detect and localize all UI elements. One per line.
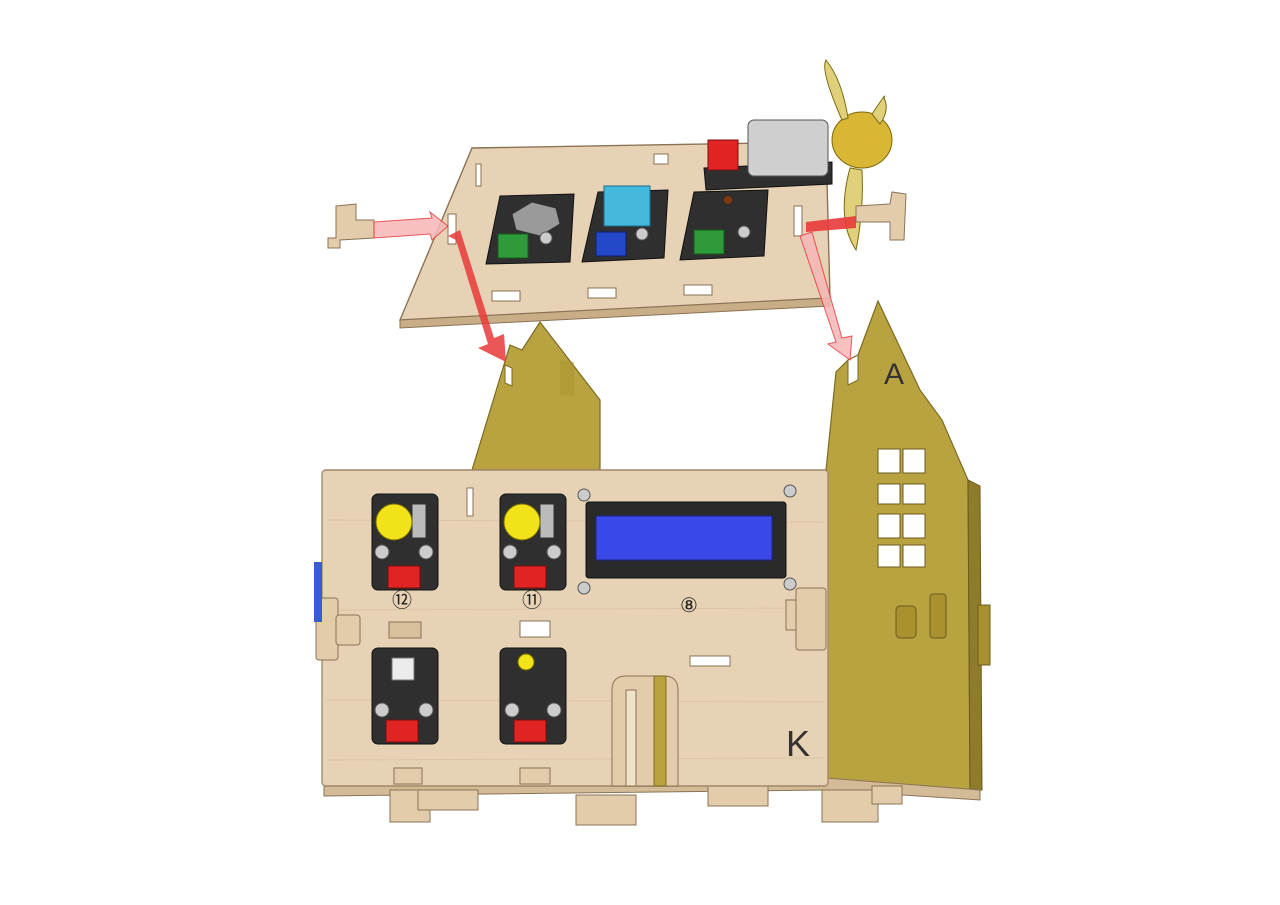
- button-module-right: ⑪: [499, 493, 567, 612]
- assembly-arrows: [373, 210, 856, 362]
- led-module: [499, 647, 567, 745]
- push-button-icon: [375, 503, 413, 541]
- humidity-sensor-icon: [603, 185, 651, 227]
- lcd-display-icon: [595, 515, 773, 561]
- gable-letter: A: [884, 358, 904, 391]
- pin-label-right-button: ⑪: [522, 588, 542, 612]
- led-icon: [517, 653, 535, 671]
- front-wall-letter: K: [786, 723, 810, 764]
- gas-sensor-icon: [511, 201, 561, 237]
- right-peg: [855, 191, 907, 241]
- fan-motor-icon: [747, 119, 829, 177]
- fan-motor-module: [703, 59, 893, 252]
- window-grid: [877, 448, 926, 568]
- pin-label-lcd: ⑧: [680, 593, 698, 617]
- right-side-wall: A: [825, 299, 991, 791]
- lcd-module: ⑧: [577, 484, 797, 617]
- left-peg: [327, 203, 375, 249]
- photocell-icon: [722, 194, 734, 206]
- photocell-module: [679, 189, 769, 261]
- pir-module: [371, 647, 439, 745]
- humidity-sensor-module: [581, 185, 669, 263]
- button-module-left: ⑫: [371, 493, 439, 612]
- door: [611, 675, 679, 787]
- gas-sensor-module: [485, 193, 575, 265]
- pin-label-left-button: ⑫: [392, 588, 412, 612]
- push-button-icon: [503, 503, 541, 541]
